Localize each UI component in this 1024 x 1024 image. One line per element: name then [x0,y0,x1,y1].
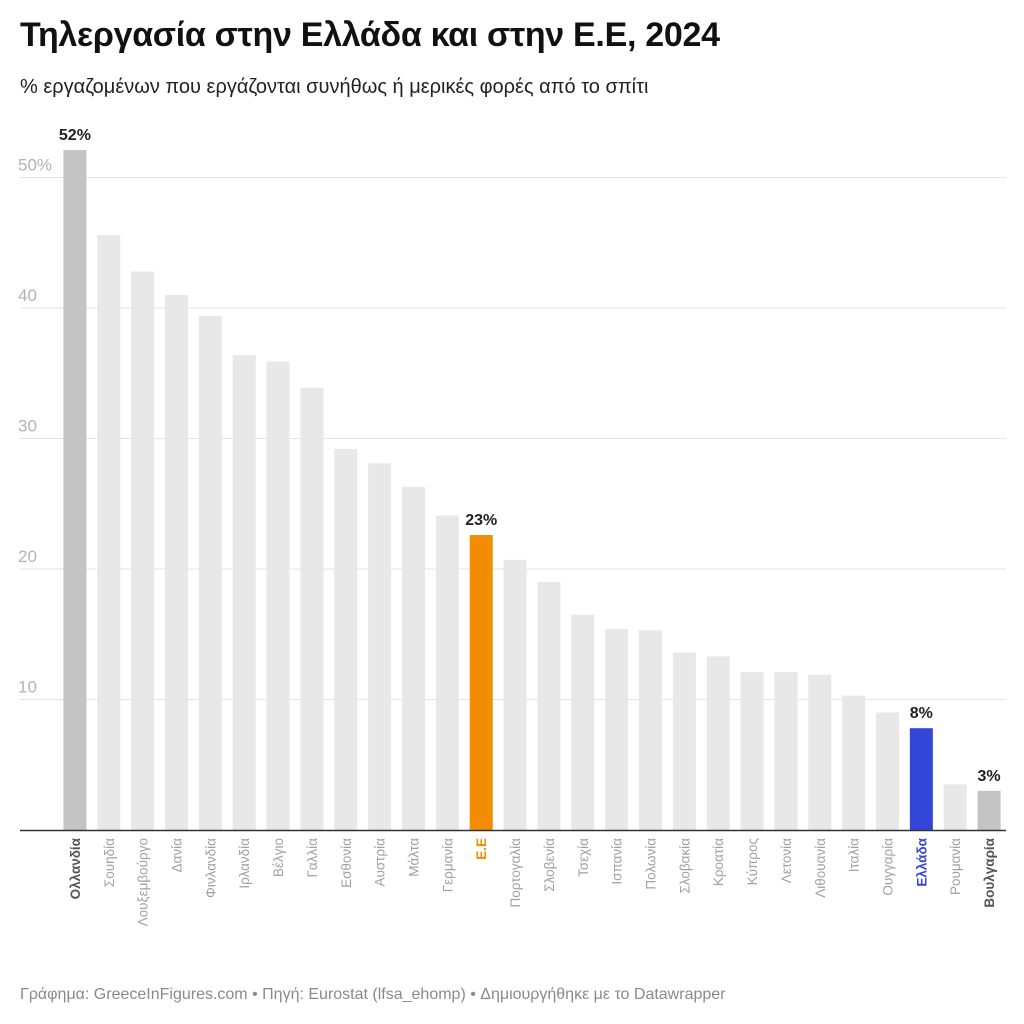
bar-2 [97,234,121,831]
x-category-label: Λουξεμβούργο [136,838,151,926]
bar-3 [131,271,155,830]
x-category-label: Γαλλία [305,838,320,878]
chart-footer-credits: Γράφημα: GreeceInFigures.com • Πηγή: Eur… [20,986,726,1003]
data-label: 8% [910,705,933,722]
x-category-label: Βέλγιο [271,838,286,877]
x-category-label: Ελλάδα [914,837,929,886]
bar-27 [943,784,967,830]
bar-18 [638,630,663,830]
bar-7 [266,361,290,830]
x-category-label: Σλοβενία [542,838,557,892]
x-category-label: Ρουμανία [948,838,963,895]
y-tick-label: 20 [18,547,37,566]
x-category-label: Δανία [170,838,185,873]
x-category-label: Λιθουανία [813,838,828,898]
bar-23 [808,674,832,830]
x-category-label: Εσθονία [339,838,354,888]
x-category-label: Ε.Ε [474,838,489,860]
x-category-label: Λετονία [779,838,794,883]
bar-1 [63,150,87,831]
x-category-label: Ιταλία [847,838,862,872]
x-category-label: Γερμανία [440,838,455,892]
x-category-label: Μάλτα [407,838,422,877]
x-category-label: Κύπρος [745,838,760,886]
bar-21 [740,672,764,830]
bar-9 [334,448,358,830]
y-tick-label: 50% [18,156,52,175]
x-category-label: Ουγγαρία [881,838,896,896]
bar-22 [774,672,798,830]
x-category-label: Πολωνία [644,838,659,890]
x-category-label: Σουηδία [102,838,117,887]
bar-24 [842,695,866,830]
bar-6 [232,354,256,830]
bar-16 [571,614,595,830]
chart-subtitle: % εργαζομένων που εργάζονται συνήθως ή μ… [20,76,649,98]
bar-11 [401,486,426,830]
bar-15 [537,582,561,830]
x-category-label: Βουλγαρία [982,837,997,907]
bar-8 [300,387,324,830]
bar-14 [503,559,527,830]
bar-17 [605,629,629,830]
y-tick-label: 40 [18,286,37,305]
x-category-label: Κροατία [711,838,726,886]
x-category-label: Σλοβακία [677,838,692,894]
bar-12 [435,515,459,830]
bar-25 [875,712,900,830]
data-label: 23% [465,512,497,529]
bar-13 [469,535,493,830]
bar-26 [909,728,933,830]
bar-20 [706,656,730,830]
bar-10 [368,463,392,830]
x-category-label: Πορτογαλία [508,838,523,908]
y-tick-label: 10 [18,678,37,697]
x-category-label: Τσεχία [576,838,591,877]
y-tick-label: 30 [18,417,37,436]
bar-19 [672,652,696,830]
data-label: 52% [59,127,91,144]
bar-28 [977,790,1001,830]
data-label: 3% [978,768,1001,785]
x-category-label: Ολλανδία [68,837,83,899]
x-category-label: Φινλανδία [203,838,218,898]
bar-5 [198,315,222,830]
x-category-label: Ιρλανδία [237,838,252,889]
chart-title: Τηλεργασία στην Ελλάδα και στην Ε.Ε, 202… [20,16,720,54]
x-category-label: Αυστρία [373,838,388,887]
x-category-label: Ισπανία [610,838,625,885]
bar-4 [164,294,189,830]
bar-chart: 10 20 30 40 50% 52% 23% 8% 3% Ολλανδία Σουηδία Λουξ… [18,127,1006,926]
